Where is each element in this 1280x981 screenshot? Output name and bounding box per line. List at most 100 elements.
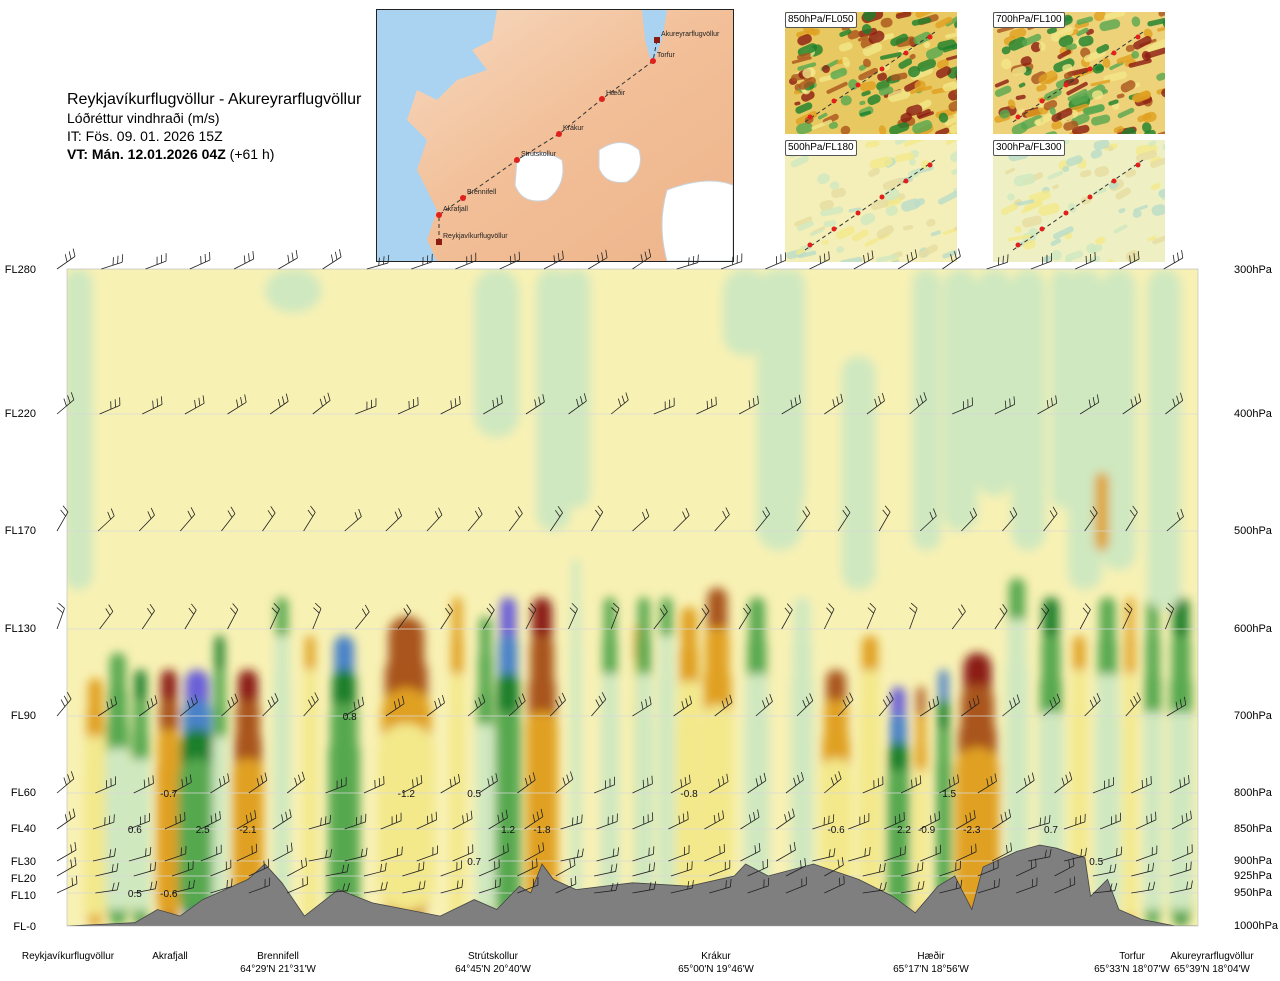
wind-barb — [920, 811, 941, 830]
wind-barb — [704, 810, 725, 830]
velocity-cell — [234, 728, 262, 916]
wind-barb — [92, 848, 116, 862]
wind-barb — [303, 505, 316, 532]
wind-barb — [796, 693, 814, 717]
velocity-cell — [1038, 710, 1064, 911]
velocity-cell — [776, 269, 805, 508]
map-point-label: Akureyrarflugvöllur — [661, 31, 720, 38]
wind-barb — [221, 506, 236, 532]
velocity-cell — [232, 758, 264, 911]
velocity-cell — [601, 673, 619, 916]
velocity-cell — [182, 699, 212, 921]
wind-barb — [402, 861, 425, 877]
velocity-cell — [526, 710, 558, 911]
velocity-cell — [109, 652, 126, 926]
wind-barb — [1064, 847, 1087, 862]
map-airport-marker — [436, 239, 442, 245]
wind-barb — [920, 844, 942, 862]
wind-barb — [145, 253, 167, 270]
velocity-cell — [498, 635, 518, 921]
velocity-cell — [937, 699, 950, 921]
value-annotation: -0.7 — [160, 789, 178, 800]
wind-barb — [555, 876, 577, 894]
wind-barb — [709, 860, 731, 877]
wind-barb — [596, 847, 620, 862]
velocity-cell — [841, 356, 876, 590]
wind-barb — [128, 846, 152, 862]
wind-barb — [1079, 394, 1100, 415]
map-point-label: Hæðir — [606, 89, 626, 97]
wind-barb — [517, 858, 538, 877]
wind-barb — [1028, 814, 1051, 830]
value-annotation: 0.5 — [1089, 857, 1103, 868]
velocity-cell — [1039, 673, 1062, 916]
wind-barb — [325, 863, 349, 877]
velocity-cell — [495, 710, 521, 911]
velocity-cell — [958, 715, 997, 916]
wind-barb — [221, 693, 239, 717]
wind-barb — [837, 505, 851, 532]
wind-barb — [900, 861, 924, 877]
velocity-cell — [916, 686, 925, 926]
wind-barb — [1002, 507, 1018, 532]
wind-barb — [977, 773, 997, 794]
wind-barb — [416, 811, 438, 830]
wind-barb — [344, 813, 367, 830]
velocity-cell — [536, 269, 571, 531]
minimap-300[interactable]: 300hPa/FL300 — [993, 140, 1165, 262]
minimap-700[interactable]: 700hPa/FL100 — [993, 12, 1165, 134]
station-label: Torfur 65°33'N 18°07'W — [1094, 950, 1170, 976]
velocity-cell — [275, 597, 288, 926]
minimap-850[interactable]: 850hPa/FL050 — [785, 12, 957, 134]
velocity-cell — [180, 728, 214, 916]
value-annotation: -0.9 — [918, 825, 936, 836]
station-coord: 65°17'N 18°56'W — [893, 964, 969, 975]
wind-barb — [478, 878, 501, 894]
wind-barb — [1015, 858, 1037, 877]
velocity-cell — [85, 735, 106, 916]
velocity-cell — [214, 669, 226, 921]
velocity-cell — [955, 747, 1000, 911]
velocity-cell — [634, 626, 643, 926]
wind-barb — [591, 505, 604, 532]
velocity-cell — [159, 699, 179, 921]
wind-barb — [709, 878, 732, 894]
velocity-cell — [571, 601, 581, 921]
velocity-cell — [820, 758, 852, 911]
wind-barb — [1169, 775, 1190, 794]
wind-barb — [1164, 602, 1174, 630]
map-point-marker — [556, 131, 562, 137]
velocity-cell — [213, 702, 227, 916]
station-label: Hæðir 65°17'N 18°56'W — [893, 950, 969, 976]
minimap-500[interactable]: 500hPa/FL180 — [785, 140, 957, 262]
level-label-right: 900hPa — [1234, 855, 1272, 867]
wind-barb — [1135, 845, 1158, 862]
map-point-marker — [599, 96, 605, 102]
wind-barb — [380, 812, 402, 830]
value-annotation: -1.2 — [398, 789, 416, 800]
wind-barb — [1037, 395, 1058, 415]
wind-barb — [632, 508, 650, 532]
wind-barb — [848, 846, 871, 862]
wind-barb — [560, 814, 583, 830]
wind-barb — [560, 848, 584, 862]
wind-barb — [900, 775, 922, 794]
wind-barb — [1135, 811, 1157, 830]
velocity-cell — [450, 673, 464, 916]
wind-barb — [440, 603, 453, 630]
wind-barb — [670, 774, 691, 794]
wind-barb — [704, 844, 725, 862]
velocity-cell — [478, 652, 493, 921]
wind-barb — [1092, 882, 1118, 894]
wind-barb — [269, 393, 289, 415]
wind-barb — [755, 506, 771, 532]
wind-barb — [210, 773, 230, 794]
plot-background — [67, 269, 1198, 926]
wind-barb — [210, 878, 233, 894]
level-label-left: FL220 — [4, 408, 36, 420]
wind-barb — [1054, 876, 1076, 894]
velocity-cell — [479, 616, 492, 926]
velocity-cell — [960, 684, 995, 921]
wind-barb — [776, 808, 795, 830]
wind-barb — [785, 771, 804, 794]
